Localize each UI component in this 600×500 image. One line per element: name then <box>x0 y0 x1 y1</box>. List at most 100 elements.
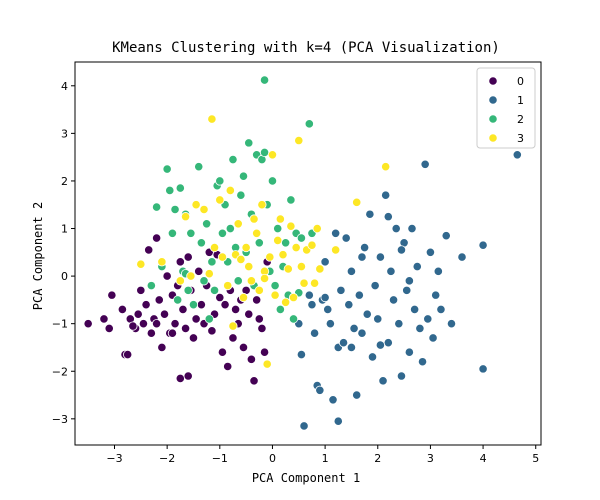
scatter-point-series-2 <box>259 75 270 85</box>
scatter-point-series-3 <box>273 235 283 246</box>
scatter-point-series-1 <box>478 364 488 374</box>
scatter-point-series-0 <box>136 285 146 295</box>
scatter-point-series-1 <box>433 266 443 276</box>
x-axis-label: PCA Component 1 <box>252 471 360 485</box>
y-tick-label: 1 <box>61 223 68 236</box>
scatter-point-series-3 <box>288 292 299 303</box>
scatter-point-series-0 <box>215 292 225 303</box>
scatter-point-series-3 <box>186 271 196 281</box>
scatter-point-series-3 <box>223 281 233 291</box>
scatter-point-series-1 <box>309 328 320 338</box>
scatter-point-series-0 <box>141 300 151 310</box>
scatter-point-series-3 <box>259 273 270 284</box>
scatter-point-series-1 <box>346 342 357 353</box>
scatter-point-series-1 <box>512 150 522 160</box>
scatter-point-series-2 <box>186 228 196 238</box>
scatter-point-series-1 <box>365 209 375 219</box>
scatter-point-series-1 <box>404 347 414 357</box>
scatter-point-series-0 <box>249 376 259 386</box>
scatter-point-series-3 <box>381 162 391 172</box>
scatter-point-series-3 <box>241 242 251 253</box>
scatter-point-series-0 <box>128 321 138 331</box>
scatter-point-series-2 <box>228 154 238 165</box>
scatter-point-series-1 <box>386 266 396 276</box>
scatter-point-series-2 <box>288 314 299 324</box>
scatter-point-series-2 <box>207 257 217 267</box>
scatter-point-series-1 <box>299 421 309 431</box>
scatter-point-series-3 <box>278 250 288 260</box>
scatter-point-series-2 <box>254 238 264 248</box>
x-tick-label: −2 <box>159 452 175 465</box>
scatter-point-series-2 <box>199 276 209 286</box>
scatter-point-series-0 <box>144 245 154 255</box>
scatter-point-series-0 <box>178 304 188 315</box>
scatter-point-series-0 <box>230 304 241 315</box>
scatter-point-series-3 <box>312 223 322 234</box>
scatter-point-series-3 <box>180 212 191 222</box>
scatter-point-series-2 <box>270 281 280 291</box>
y-tick-label: −3 <box>52 413 68 426</box>
scatter-point-series-1 <box>407 223 417 234</box>
scatter-point-series-1 <box>396 245 407 255</box>
scatter-point-series-3 <box>207 114 217 124</box>
x-tick-label: −3 <box>106 452 122 465</box>
scatter-point-series-0 <box>107 290 117 300</box>
scatter-point-series-0 <box>138 319 149 329</box>
scatter-point-series-1 <box>323 304 333 315</box>
legend-marker-1 <box>488 95 498 105</box>
scatter-point-series-0 <box>244 309 254 319</box>
scatter-point-series-2 <box>170 204 180 215</box>
scatter-point-series-0 <box>152 319 162 329</box>
scatter-point-series-3 <box>291 242 301 253</box>
scatter-point-series-3 <box>352 197 362 207</box>
scatter-point-series-3 <box>215 195 225 205</box>
scatter-point-series-0 <box>254 314 264 324</box>
scatter-point-series-2 <box>146 281 156 291</box>
scatter-point-series-2 <box>204 314 214 324</box>
scatter-point-series-0 <box>157 342 167 353</box>
scatter-point-series-2 <box>236 190 246 200</box>
scatter-point-series-1 <box>457 252 467 262</box>
scatter-point-series-3 <box>157 257 167 267</box>
x-tick-label: 5 <box>532 452 539 465</box>
scatter-point-series-2 <box>304 119 314 129</box>
scatter-point-series-0 <box>238 342 249 353</box>
scatter-point-series-1 <box>381 190 391 200</box>
scatter-point-series-2 <box>165 185 175 196</box>
scatter-point-series-2 <box>196 238 206 248</box>
scatter-point-series-2 <box>275 304 285 315</box>
scatter-point-series-1 <box>417 357 428 367</box>
scatter-point-series-0 <box>154 295 164 305</box>
scatter-point-series-1 <box>402 285 412 295</box>
scatter-point-series-3 <box>254 285 264 295</box>
scatter-point-series-0 <box>99 314 109 324</box>
scatter-point-series-3 <box>136 259 146 269</box>
scatter-point-series-1 <box>367 352 378 362</box>
scatter-point-series-3 <box>307 240 317 250</box>
scatter-point-series-2 <box>273 223 283 234</box>
scatter-point-series-2 <box>281 238 291 248</box>
scatter-point-series-1 <box>478 240 488 250</box>
y-tick-label: 0 <box>61 270 68 283</box>
scatter-point-series-3 <box>315 264 325 274</box>
scatter-point-series-2 <box>202 219 212 229</box>
scatter-point-series-1 <box>423 314 433 324</box>
legend-label-3: 3 <box>517 132 524 145</box>
scatter-point-series-0 <box>162 271 172 281</box>
plot-frame <box>74 61 542 446</box>
scatter-point-series-0 <box>252 295 262 305</box>
scatter-point-series-2 <box>267 176 278 186</box>
scatter-point-series-1 <box>373 314 383 324</box>
scatter-point-series-0 <box>191 314 201 324</box>
scatter-point-series-1 <box>360 242 370 253</box>
scatter-point-series-2 <box>209 285 220 295</box>
scatter-point-series-0 <box>194 266 204 276</box>
scatter-point-series-0 <box>175 373 185 383</box>
scatter-point-series-1 <box>370 281 380 291</box>
scatter-point-series-1 <box>431 290 441 300</box>
scatter-point-series-1 <box>346 266 357 276</box>
scatter-point-series-3 <box>257 200 267 210</box>
legend-label-1: 1 <box>517 94 524 107</box>
legend-label-0: 0 <box>517 75 524 88</box>
scatter-point-series-1 <box>357 328 367 338</box>
